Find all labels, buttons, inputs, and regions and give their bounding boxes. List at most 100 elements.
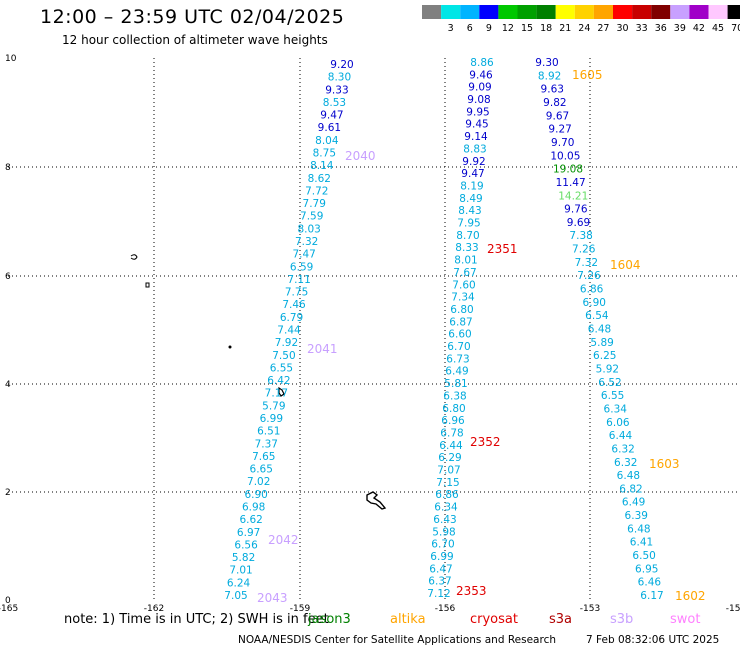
wave-height-label: 6.55: [601, 390, 624, 402]
wave-height-label: 6.42: [267, 375, 290, 387]
x-tick-label: -153: [580, 604, 600, 612]
legend-label: 18: [540, 23, 552, 34]
legend-swatch: [555, 5, 575, 19]
wave-height-label: 6.49: [445, 366, 468, 378]
wave-height-label: 6.51: [257, 426, 280, 438]
wave-height-label: 6.38: [443, 390, 466, 402]
satellite-cryosat: cryosat: [470, 612, 518, 627]
wave-height-label: 9.30: [535, 57, 558, 69]
wave-height-label: 7.34: [451, 292, 475, 304]
wave-height-label: 6.80: [442, 403, 465, 415]
pass-time-label: 1605: [572, 68, 603, 82]
wave-height-label: 7.12: [427, 588, 450, 600]
legend-swatch: [441, 5, 461, 19]
legend-swatch: [536, 5, 556, 19]
wave-height-label: 6.41: [630, 537, 653, 549]
y-tick-label: 8: [5, 163, 11, 173]
x-tick-label: -162: [144, 604, 164, 612]
island-outline: [278, 386, 285, 397]
wave-height-label: 8.01: [454, 255, 477, 267]
legend-swatch: [422, 5, 442, 19]
legend-label: 12: [502, 23, 514, 34]
pass-time-label: 1604: [610, 258, 641, 272]
wave-height-label: 10.05: [550, 150, 580, 162]
color-legend: 36912151821242730333639424570(ft): [422, 5, 740, 34]
wave-height-label: 6.39: [625, 510, 648, 522]
legend-swatch: [689, 5, 709, 19]
footer-note: note: 1) Time is in UTC; 2) SWH is in fe…: [64, 612, 329, 627]
pass-time-label: 2042: [268, 533, 299, 547]
legend-label: 3: [448, 23, 454, 34]
wave-height-label: 7.26: [577, 270, 601, 282]
page-subtitle: 12 hour collection of altimeter wave hei…: [62, 33, 328, 47]
legend-label: 36: [655, 23, 667, 34]
wave-height-label: 8.03: [297, 223, 320, 235]
wave-height-label: 6.43: [433, 514, 456, 526]
wave-height-label: 7.44: [277, 325, 301, 337]
wave-height-label: 7.92: [275, 337, 298, 349]
wave-height-label: 8.04: [315, 135, 339, 147]
wave-height-label: 6.50: [632, 550, 655, 562]
wave-height-label: 9.76: [564, 204, 588, 216]
wave-height-label: 7.60: [452, 279, 475, 291]
wave-height-label: 8.30: [328, 72, 351, 84]
wave-height-label: 6.86: [435, 489, 459, 501]
wave-height-label: 5.92: [596, 363, 619, 375]
satellite-s3a: s3a: [549, 612, 573, 627]
wave-height-label: 6.48: [617, 470, 640, 482]
satellite-altika: altika: [390, 612, 426, 627]
wave-height-label: 14.21: [558, 190, 588, 202]
pass-time-label: 2352: [470, 435, 501, 449]
wave-height-label: 8.83: [463, 143, 486, 155]
wave-height-label: 6.59: [290, 261, 313, 273]
wave-height-label: 7.79: [303, 198, 326, 210]
wave-height-label: 7.32: [295, 236, 318, 248]
wave-height-label: 6.90: [244, 489, 267, 501]
wave-height-label: 9.70: [551, 137, 574, 149]
wave-height-label: 9.08: [467, 94, 490, 106]
wave-height-label: 6.62: [239, 514, 262, 526]
satellite-s3b: s3b: [610, 612, 634, 627]
satellite-swot: swot: [670, 612, 701, 627]
pass-time-label: 1603: [649, 457, 680, 471]
x-tick-label: -156: [435, 604, 456, 612]
wave-height-label: 6.80: [450, 304, 473, 316]
wave-height-label: 6.52: [598, 377, 621, 389]
wave-height-label: 5.82: [232, 552, 255, 564]
wave-height-label: 6.55: [270, 362, 293, 374]
y-tick-label: 2: [5, 488, 11, 498]
wave-height-label: 7.46: [282, 299, 306, 311]
wave-height-label: 9.47: [320, 110, 343, 122]
legend-label: 6: [467, 23, 473, 34]
legend-swatch: [498, 5, 518, 19]
pass-time-label: 2351: [487, 242, 518, 256]
y-tick-label: 4: [5, 380, 11, 390]
wave-height-label: 7.72: [305, 185, 328, 197]
legend-swatch: [574, 5, 594, 19]
wave-height-label: 9.69: [567, 217, 590, 229]
wave-height-label: 5.98: [432, 526, 455, 538]
pass-time-label: 1602: [675, 589, 706, 603]
wave-height-label: 8.75: [313, 148, 336, 160]
legend-label: 30: [617, 23, 629, 34]
wave-height-label: 7.59: [300, 211, 323, 223]
wave-height-label: 6.97: [237, 527, 260, 539]
legend-swatch: [517, 5, 537, 19]
wave-height-label: 7.75: [285, 287, 308, 299]
wave-height-label: 6.98: [242, 502, 265, 514]
y-tick-label: 10: [5, 54, 17, 64]
wave-height-label: 6.70: [431, 539, 454, 551]
wave-height-label: 6.87: [449, 316, 472, 328]
wave-height-label: 9.63: [541, 84, 564, 96]
wave-height-label: 8.86: [470, 57, 494, 69]
wave-height-label: 9.47: [461, 168, 484, 180]
x-tick-label: -150: [726, 604, 740, 612]
wave-height-label: 6.73: [446, 353, 469, 365]
wave-height-label: 6.96: [441, 415, 465, 427]
wave-height-label: 6.99: [260, 413, 283, 425]
pass-time-label: 2353: [456, 584, 487, 598]
wave-height-label: 9.46: [469, 69, 493, 81]
wave-height-label: 8.14: [310, 160, 334, 172]
wave-height-label: 6.49: [622, 497, 645, 509]
wave-height-label: 5.79: [262, 400, 285, 412]
